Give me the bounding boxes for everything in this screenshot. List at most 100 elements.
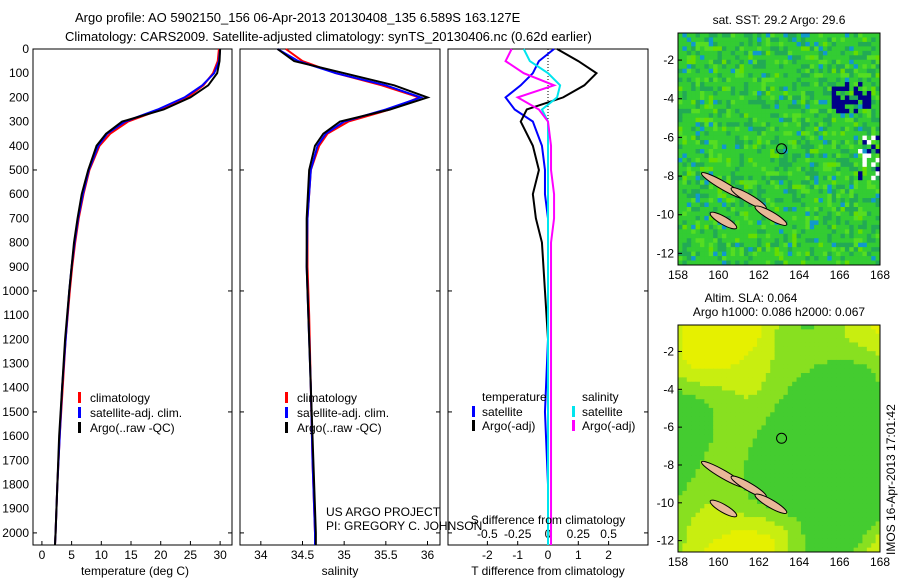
map-cell <box>800 517 806 522</box>
map-cell <box>779 64 784 70</box>
map-cell <box>735 442 740 448</box>
map-cell <box>717 59 723 65</box>
map-cell <box>743 477 749 483</box>
map-cell <box>831 220 837 226</box>
map-cell <box>814 162 820 168</box>
map-cell <box>827 486 833 492</box>
map-cell <box>770 175 776 181</box>
map-cell <box>739 342 745 348</box>
map-cell <box>871 260 877 266</box>
map-cell <box>739 473 745 479</box>
map-cell <box>770 162 776 168</box>
map-cell <box>748 530 754 536</box>
map-cell <box>844 59 850 65</box>
map-cell <box>866 364 872 370</box>
map-cell <box>871 373 877 378</box>
map-cell <box>743 122 749 128</box>
map-cell <box>721 442 727 448</box>
map-cell <box>844 99 850 105</box>
map-cell <box>735 403 740 409</box>
map-cell <box>735 329 740 335</box>
map-cell <box>827 166 833 172</box>
map-cell <box>743 215 749 221</box>
map-cell <box>822 394 828 400</box>
map-cell <box>774 512 780 518</box>
map-cell <box>814 50 820 56</box>
map-cell <box>779 91 784 96</box>
map-cell <box>840 242 846 248</box>
map-cell <box>739 447 745 453</box>
map-cell <box>682 482 688 488</box>
map-x-tick-label: 162 <box>749 555 769 569</box>
map-cell <box>743 342 749 348</box>
map-cell <box>796 351 802 357</box>
map-cell <box>739 55 745 61</box>
map-cell <box>713 438 719 444</box>
map-cell <box>730 329 736 335</box>
series-s-satellite <box>522 48 562 545</box>
map-cell <box>752 329 758 335</box>
map-cell <box>695 438 701 444</box>
map-cell <box>721 351 727 357</box>
map-cell <box>743 126 749 132</box>
map-cell <box>787 373 793 378</box>
map-cell <box>875 521 881 527</box>
map-cell <box>866 157 872 163</box>
map-cell <box>783 117 789 123</box>
map-cell <box>699 482 705 488</box>
map-cell <box>739 421 745 426</box>
map-cell <box>800 144 806 150</box>
map-cell <box>699 193 705 199</box>
map-cell <box>691 442 697 448</box>
map-cell <box>792 460 798 466</box>
map-cell <box>695 351 701 357</box>
map-cell <box>814 499 820 505</box>
map-cell <box>699 407 705 413</box>
map-cell <box>686 229 692 235</box>
map-cell <box>739 180 745 186</box>
map-cell <box>721 394 727 400</box>
map-cell <box>699 126 705 132</box>
map-cell <box>699 260 705 266</box>
map-cell <box>796 95 802 101</box>
map-cell <box>748 122 754 128</box>
map-cell <box>831 394 837 400</box>
map-cell <box>770 486 776 492</box>
map-cell <box>849 460 855 466</box>
map-cell <box>866 530 872 536</box>
map-cell <box>743 55 749 61</box>
map-cell <box>783 447 789 453</box>
map-cell <box>682 517 688 522</box>
map-cell <box>682 144 688 150</box>
map-cell <box>840 193 846 199</box>
map-cell <box>862 247 868 253</box>
map-cell <box>739 153 745 159</box>
map-cell <box>840 525 846 531</box>
map-cell <box>726 368 732 374</box>
map-cell <box>748 499 754 505</box>
map-cell <box>761 455 767 461</box>
map-cell <box>695 99 701 105</box>
map-cell <box>800 386 806 391</box>
map-cell <box>800 442 806 448</box>
map-cell <box>792 359 798 365</box>
map-cell <box>686 260 692 266</box>
map-cell <box>770 386 776 391</box>
map-cell <box>748 490 754 496</box>
map-cell <box>686 108 692 114</box>
map-cell <box>871 82 877 88</box>
map-cell <box>713 99 719 105</box>
map-cell <box>713 530 719 536</box>
map-cell <box>726 517 732 522</box>
map-cell <box>726 377 732 383</box>
map-cell <box>752 77 758 83</box>
y-tick-label: 800 <box>9 236 29 250</box>
map-cell <box>809 104 815 110</box>
map-cell <box>858 117 863 123</box>
map-cell <box>730 381 736 387</box>
map-cell <box>739 144 745 150</box>
map-cell <box>743 407 749 413</box>
map-cell <box>752 517 758 522</box>
map-cell <box>765 202 771 208</box>
map-cell <box>853 82 859 88</box>
